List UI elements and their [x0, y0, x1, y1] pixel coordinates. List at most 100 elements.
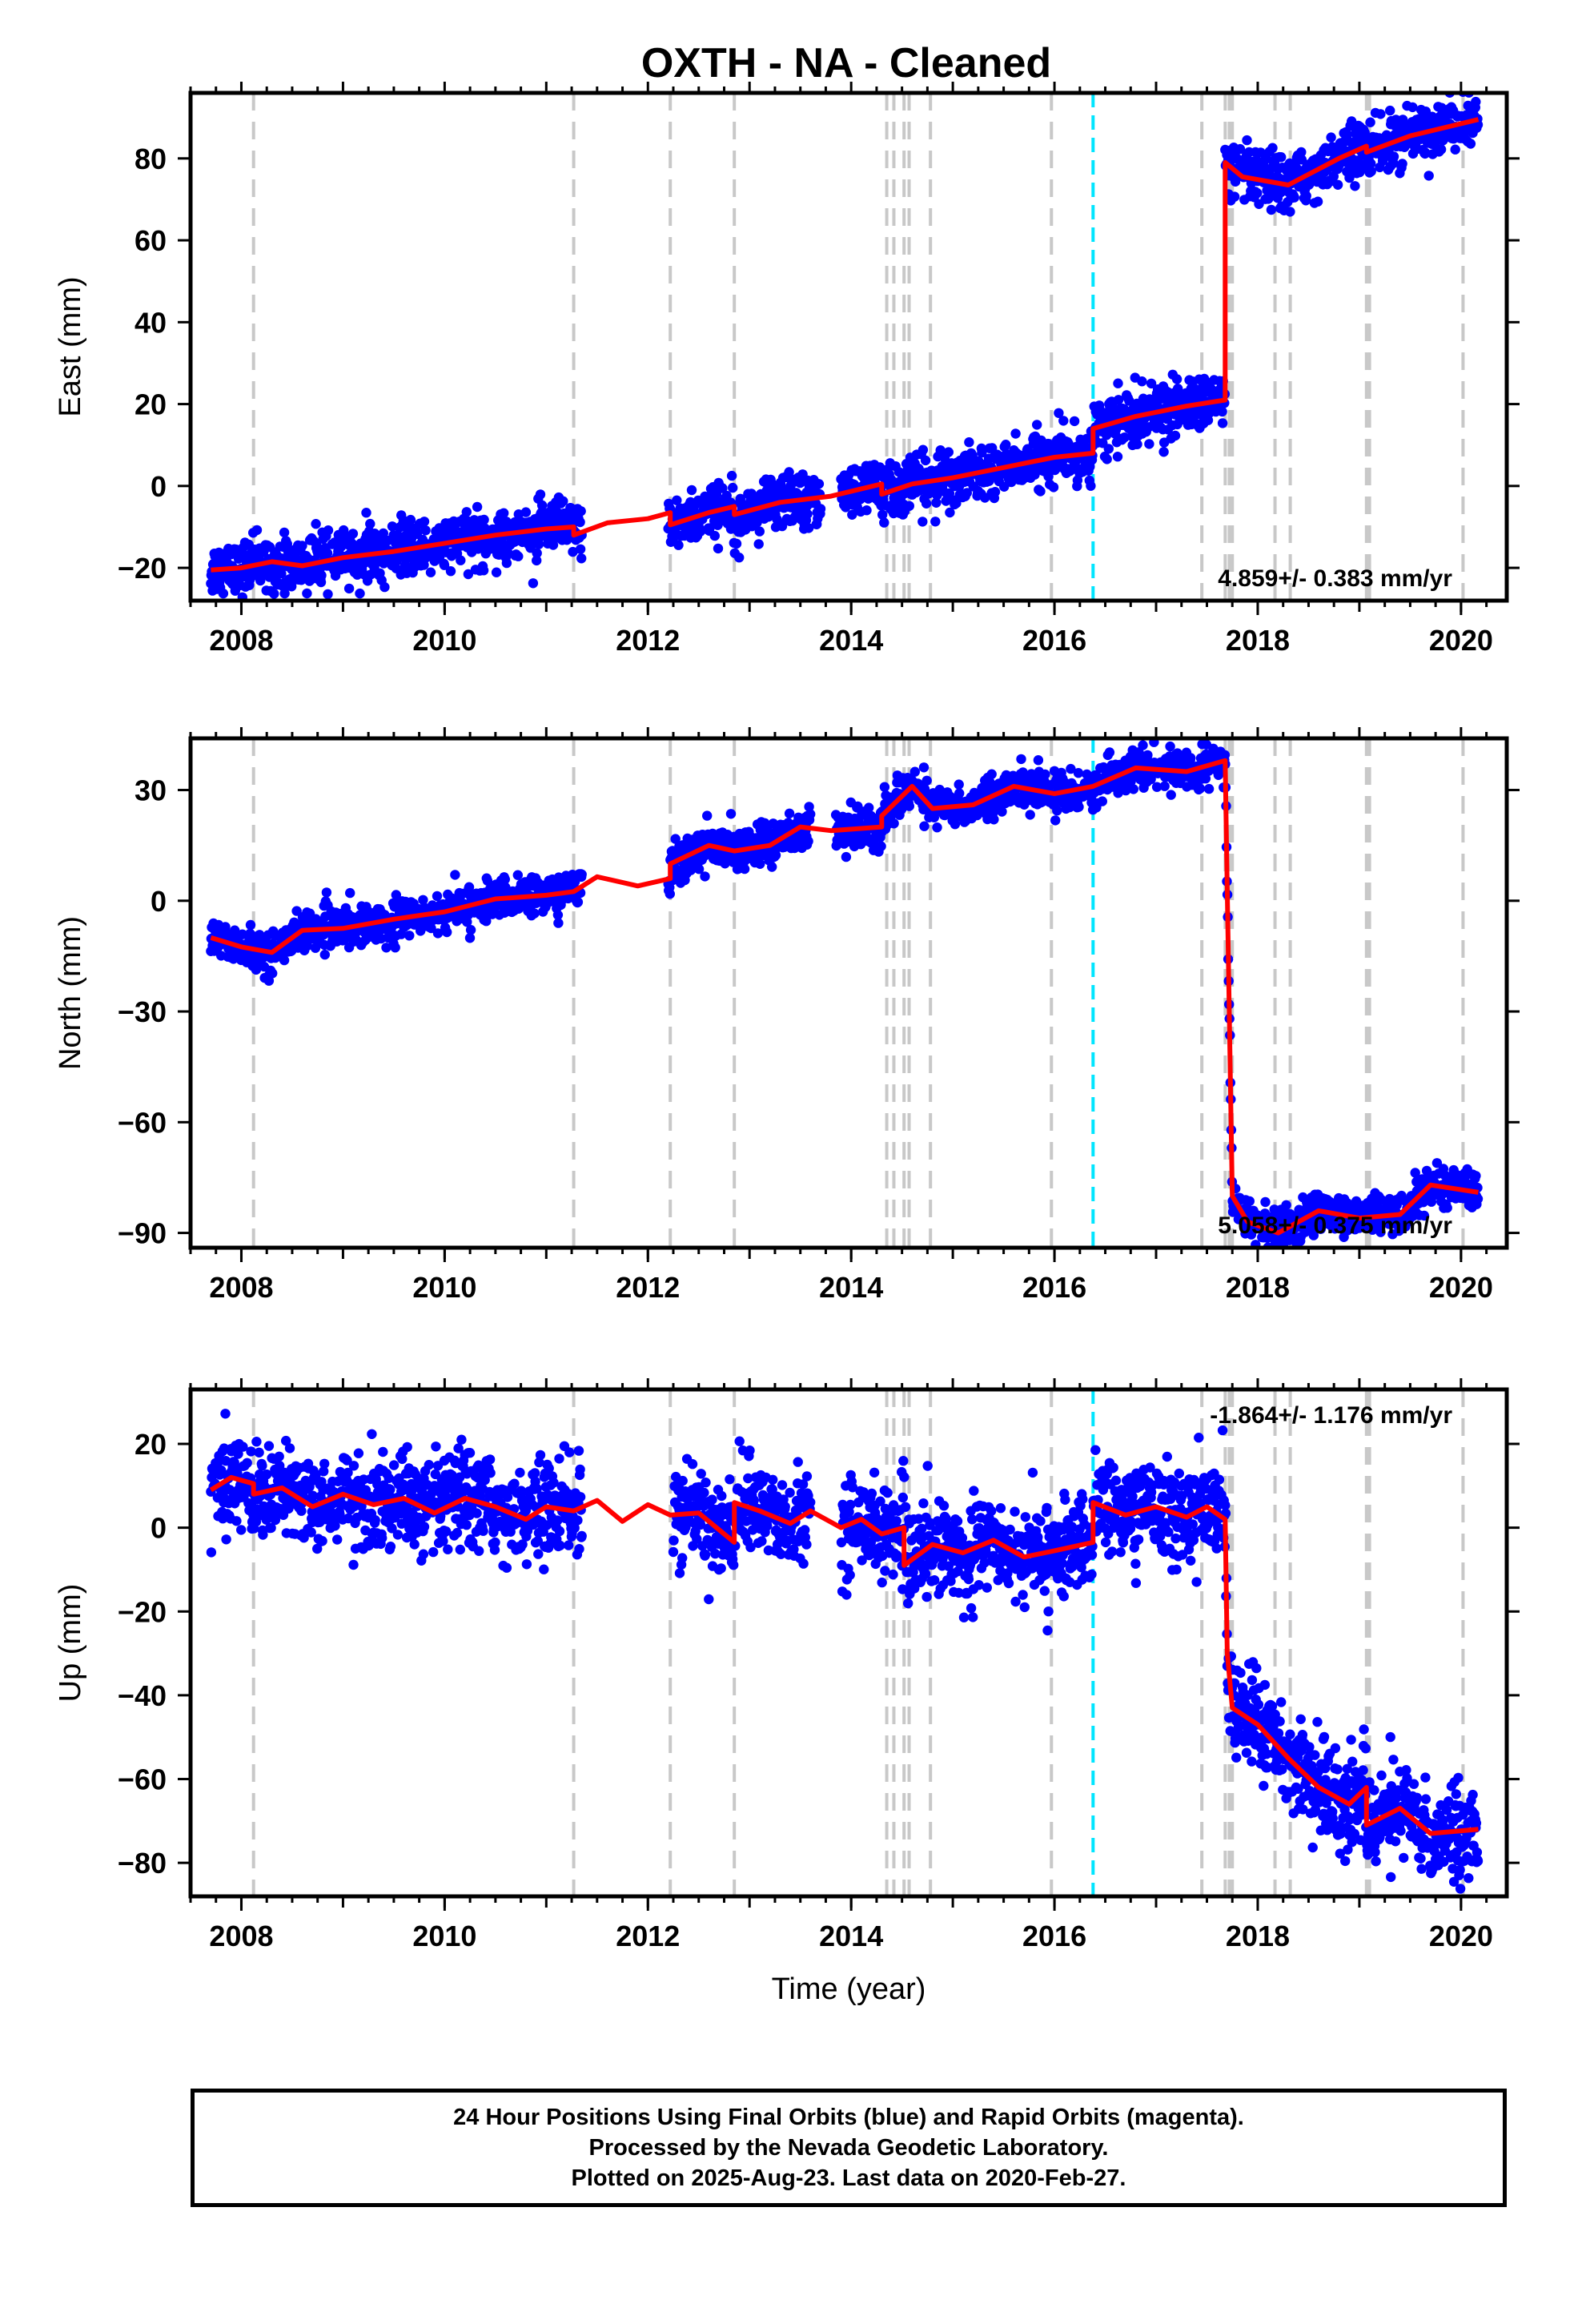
data-point [287, 581, 297, 592]
data-point [702, 810, 713, 821]
data-point [1366, 158, 1376, 169]
data-point [245, 919, 256, 931]
data-point [1001, 440, 1011, 450]
east-frame [188, 90, 1509, 603]
data-point [1203, 783, 1215, 794]
data-point [568, 546, 578, 557]
data-point [323, 525, 334, 536]
data-point [1144, 439, 1154, 449]
data-point [279, 955, 290, 966]
data-point [1471, 1171, 1481, 1181]
data-point [1112, 452, 1123, 462]
data-point [725, 809, 737, 819]
east-y-axis-label: East (mm) [54, 276, 87, 416]
data-point [251, 525, 263, 536]
data-point [945, 507, 955, 518]
data-point [1385, 105, 1395, 116]
data-point [1219, 750, 1231, 760]
data-point [461, 507, 472, 517]
data-point [1035, 486, 1046, 497]
data-point [813, 479, 825, 489]
data-point [347, 529, 359, 539]
data-point [536, 500, 548, 511]
data-point [950, 818, 961, 830]
data-point [909, 766, 921, 777]
data-point [700, 871, 710, 882]
data-point [1410, 1168, 1420, 1178]
data-point [529, 908, 540, 919]
data-point [1074, 802, 1084, 812]
data-point [450, 870, 460, 880]
data-point [879, 517, 889, 528]
data-point [1431, 1158, 1443, 1168]
data-point [686, 485, 697, 496]
data-point [917, 517, 928, 527]
data-point [426, 923, 436, 934]
data-point [943, 447, 954, 457]
data-point [753, 539, 764, 549]
data-point [841, 851, 852, 862]
data-point [770, 850, 781, 861]
data-point [1296, 147, 1307, 158]
data-point [390, 943, 400, 953]
data-point [767, 862, 777, 872]
data-point [535, 489, 546, 500]
data-point [1375, 109, 1386, 119]
data-point [1397, 159, 1407, 169]
data-point [1050, 815, 1061, 826]
data-point [1365, 117, 1375, 127]
x-tick-label: 2010 [412, 624, 476, 657]
data-point [442, 927, 452, 938]
data-point [532, 555, 542, 566]
data-point [237, 929, 247, 939]
data-point [1159, 781, 1170, 791]
data-point [1151, 782, 1162, 792]
data-point [990, 487, 1001, 497]
data-point [532, 548, 542, 558]
data-point [784, 467, 794, 477]
data-point [1350, 181, 1360, 191]
data-point [1217, 418, 1228, 428]
data-point [491, 567, 502, 577]
y-tick-label: 60 [135, 224, 167, 257]
data-point [1010, 428, 1021, 439]
data-point [989, 814, 999, 825]
data-point [553, 918, 564, 928]
x-tick-label: 2012 [616, 624, 680, 657]
data-point [218, 588, 229, 599]
data-point [1285, 207, 1295, 217]
data-point [345, 887, 355, 899]
x-tick-label: 2014 [819, 624, 883, 657]
data-point [1244, 1196, 1255, 1207]
north-plot-area [206, 738, 1484, 1248]
data-point [1450, 144, 1460, 155]
data-point [1149, 738, 1159, 747]
data-point [576, 506, 586, 517]
y-tick-label: −20 [118, 552, 167, 585]
data-point [1328, 171, 1339, 182]
data-point [520, 507, 532, 517]
east-plot-area [206, 93, 1484, 601]
data-point [931, 497, 942, 508]
data-point [1235, 143, 1246, 155]
data-point [576, 553, 587, 564]
data-point [1419, 1210, 1430, 1221]
data-point [977, 448, 987, 458]
data-point [1426, 1196, 1437, 1207]
data-point [1043, 471, 1054, 482]
data-point [1289, 192, 1299, 203]
data-point [1366, 166, 1376, 177]
data-point [432, 891, 443, 902]
data-point [904, 801, 915, 811]
data-point [1137, 376, 1147, 387]
data-point [319, 949, 330, 960]
data-point [954, 788, 965, 798]
data-point [1033, 755, 1044, 766]
data-point [381, 943, 391, 953]
data-point [665, 889, 675, 899]
data-point [1332, 179, 1343, 190]
data-point [575, 517, 585, 528]
data-point [713, 543, 724, 554]
